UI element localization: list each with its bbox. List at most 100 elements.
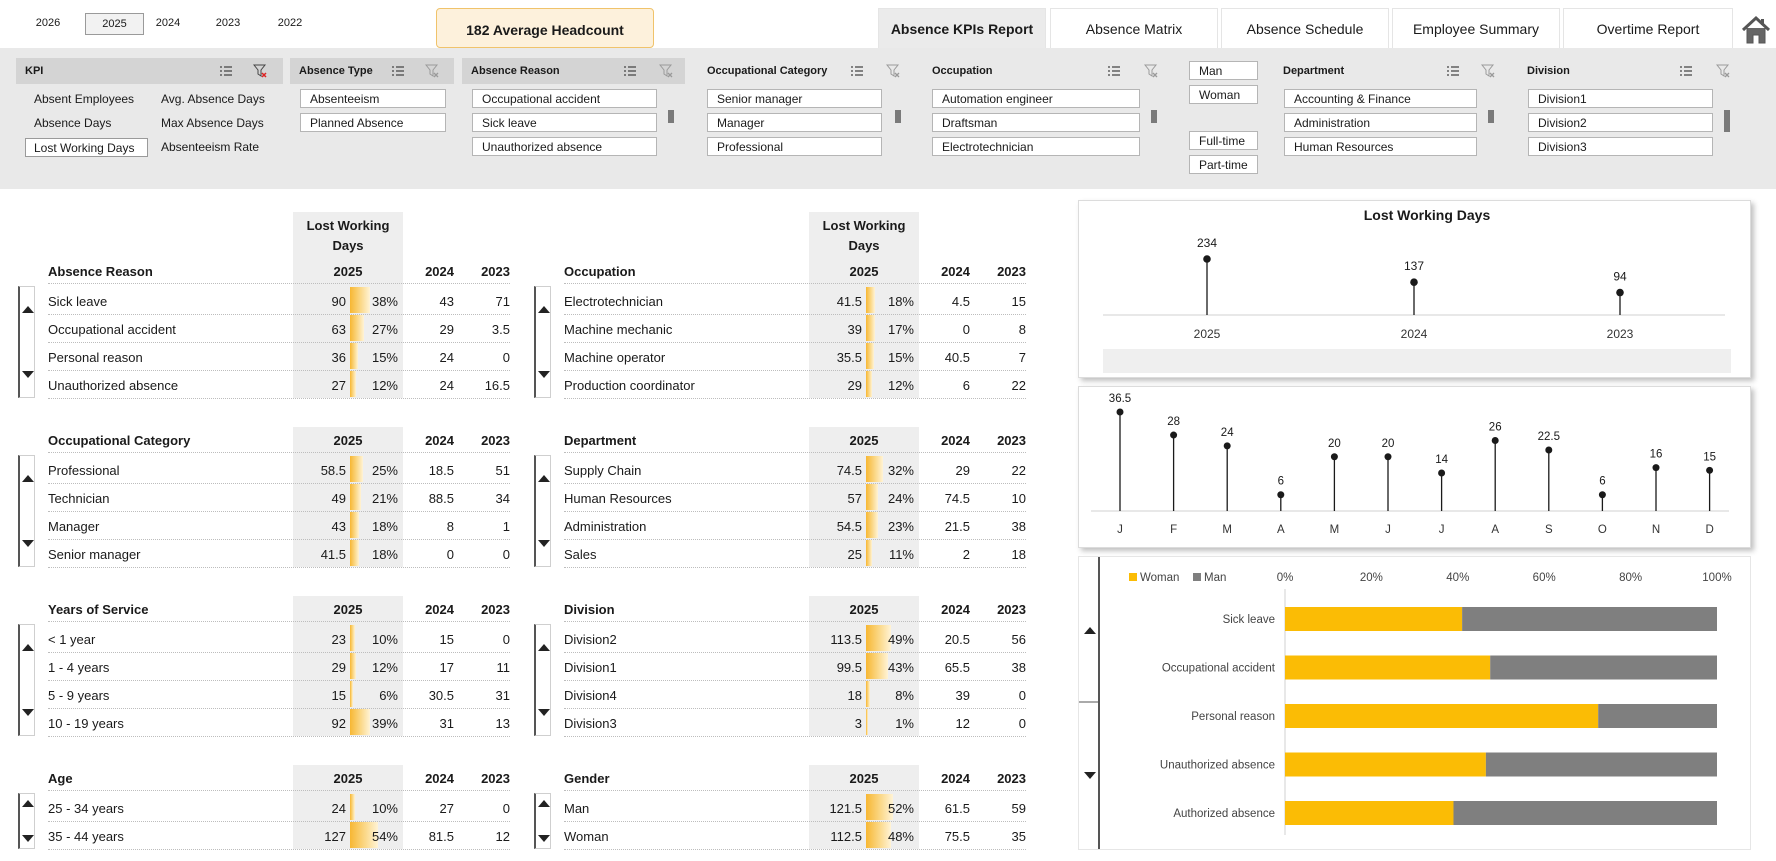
clear-filter-icon[interactable] <box>1716 64 1730 78</box>
value-2024: 43 <box>439 294 454 309</box>
scroll-down-button[interactable] <box>1084 772 1096 779</box>
absence-reason-sick-leave[interactable]: Sick leave <box>472 113 657 132</box>
tab-absence-matrix[interactable]: Absence Matrix <box>1050 8 1218 48</box>
scroll-down-button[interactable] <box>538 371 550 378</box>
department-human-resources[interactable]: Human Resources <box>1284 137 1477 156</box>
scroll-up-button[interactable] <box>1084 627 1096 634</box>
division-scrollbar[interactable] <box>1724 110 1730 132</box>
lollipop-dot <box>1491 436 1499 444</box>
department-administration[interactable]: Administration <box>1284 113 1477 132</box>
kpi-item-absenteeism-rate[interactable]: Absenteeism Rate <box>161 140 260 154</box>
kpi-item-absence-days[interactable]: Absence Days <box>34 116 112 130</box>
scroll-down-button[interactable] <box>538 709 550 716</box>
clear-filter-icon[interactable] <box>886 64 900 78</box>
row-label: Division2 <box>564 632 617 647</box>
row-divider <box>48 539 510 540</box>
scroll-down-button[interactable] <box>538 835 550 842</box>
col-header-2025: 2025 <box>333 602 363 617</box>
absence-type-planned-absence[interactable]: Planned Absence <box>300 113 446 132</box>
row-label: Administration <box>564 519 647 534</box>
scroll-up-button[interactable] <box>538 306 550 313</box>
clear-filter-icon[interactable] <box>425 64 439 78</box>
percent-share: 27% <box>371 322 398 337</box>
year-2022[interactable]: 2022 <box>277 17 303 29</box>
scroll-up-button[interactable] <box>22 475 34 482</box>
multi-select-icon[interactable] <box>1679 64 1693 78</box>
absence-reason-unauthorized-absence[interactable]: Unauthorized absence <box>472 137 657 156</box>
division-division3[interactable]: Division3 <box>1528 137 1713 156</box>
gender-woman[interactable]: Woman <box>1189 85 1258 104</box>
kpi-item-lost-working-days[interactable]: Lost Working Days <box>25 138 148 157</box>
scroll-up-button[interactable] <box>22 644 34 651</box>
absence-type-absenteeism[interactable]: Absenteeism <box>300 89 446 108</box>
year-2024[interactable]: 2024 <box>155 17 181 29</box>
occupation-electrotechnician[interactable]: Electrotechnician <box>932 137 1140 156</box>
multi-select-icon[interactable] <box>850 64 864 78</box>
kpi-item-avg-absence-days[interactable]: Avg. Absence Days <box>161 92 265 106</box>
department-scrollbar[interactable] <box>1488 110 1494 123</box>
lollipop-dot <box>1598 491 1606 499</box>
data-bar <box>866 709 868 735</box>
clear-filter-icon[interactable] <box>1144 64 1158 78</box>
tab-employee-summary[interactable]: Employee Summary <box>1392 8 1560 48</box>
kpi-item-absent-employees[interactable]: Absent Employees <box>34 92 135 106</box>
multi-select-icon[interactable] <box>1446 64 1460 78</box>
scroll-down-button[interactable] <box>538 540 550 547</box>
multi-select-icon[interactable] <box>1107 64 1121 78</box>
occupational-category-scrollbar[interactable] <box>895 110 901 123</box>
lollipop-dot <box>1706 466 1714 474</box>
lollipop-dot <box>1277 491 1285 499</box>
tab-absence-schedule[interactable]: Absence Schedule <box>1221 8 1389 48</box>
clear-filter-icon[interactable] <box>1481 64 1495 78</box>
division-division1[interactable]: Division1 <box>1528 89 1713 108</box>
scroll-down-button[interactable] <box>22 835 34 842</box>
scroll-down-button[interactable] <box>22 540 34 547</box>
occupation-automation-engineer[interactable]: Automation engineer <box>932 89 1140 108</box>
table-title: Years of Service <box>48 602 149 617</box>
occupation-scrollbar[interactable] <box>1151 110 1157 123</box>
scroll-up-button[interactable] <box>538 800 550 807</box>
scroll-up-button[interactable] <box>22 800 34 807</box>
value-2023: 15 <box>1011 294 1026 309</box>
scroll-up-button[interactable] <box>538 475 550 482</box>
value-2023: 31 <box>495 688 510 703</box>
department-accounting-finance[interactable]: Accounting & Finance <box>1284 89 1477 108</box>
value-2023: 12 <box>495 829 510 844</box>
data-bar <box>350 371 357 397</box>
year-2026[interactable]: 2026 <box>35 17 61 29</box>
division-division2[interactable]: Division2 <box>1528 113 1713 132</box>
employment-full-time[interactable]: Full-time <box>1189 131 1258 150</box>
col-header-2023: 2023 <box>481 264 510 279</box>
multi-select-icon[interactable] <box>391 64 405 78</box>
kpi-column-header: Lost Working Days <box>822 218 906 253</box>
value-2025: 29 <box>847 378 862 393</box>
multi-select-icon[interactable] <box>219 64 233 78</box>
absence-reason-scrollbar[interactable] <box>668 110 674 123</box>
occupation-draftsman[interactable]: Draftsman <box>932 113 1140 132</box>
data-bar <box>350 484 361 510</box>
absence-reason-occupational-accident[interactable]: Occupational accident <box>472 89 657 108</box>
kpi-item-max-absence-days[interactable]: Max Absence Days <box>161 116 264 130</box>
year-2025[interactable]: 2025 <box>85 13 144 35</box>
value-2023: 18 <box>1011 547 1026 562</box>
scroll-up-button[interactable] <box>538 644 550 651</box>
tab-overtime-report[interactable]: Overtime Report <box>1563 8 1733 48</box>
occupational-category-senior-manager[interactable]: Senior manager <box>707 89 882 108</box>
clear-filter-icon[interactable] <box>253 64 267 78</box>
row-label: Supply Chain <box>564 463 642 478</box>
gender-man[interactable]: Man <box>1189 61 1258 80</box>
scroll-up-button[interactable] <box>22 306 34 313</box>
scroll-down-button[interactable] <box>22 709 34 716</box>
data-bar <box>866 287 876 313</box>
clear-filter-icon[interactable] <box>659 64 673 78</box>
col-header-2023: 2023 <box>481 602 510 617</box>
occupational-category-manager[interactable]: Manager <box>707 113 882 132</box>
employment-part-time[interactable]: Part-time <box>1189 155 1258 174</box>
tab-absence-kpis-report[interactable]: Absence KPIs Report <box>878 8 1046 48</box>
value-2024: 29 <box>439 322 454 337</box>
multi-select-icon[interactable] <box>623 64 637 78</box>
year-2023[interactable]: 2023 <box>215 17 241 29</box>
occupational-category-professional[interactable]: Professional <box>707 137 882 156</box>
home-icon[interactable] <box>1740 14 1772 46</box>
scroll-down-button[interactable] <box>22 371 34 378</box>
